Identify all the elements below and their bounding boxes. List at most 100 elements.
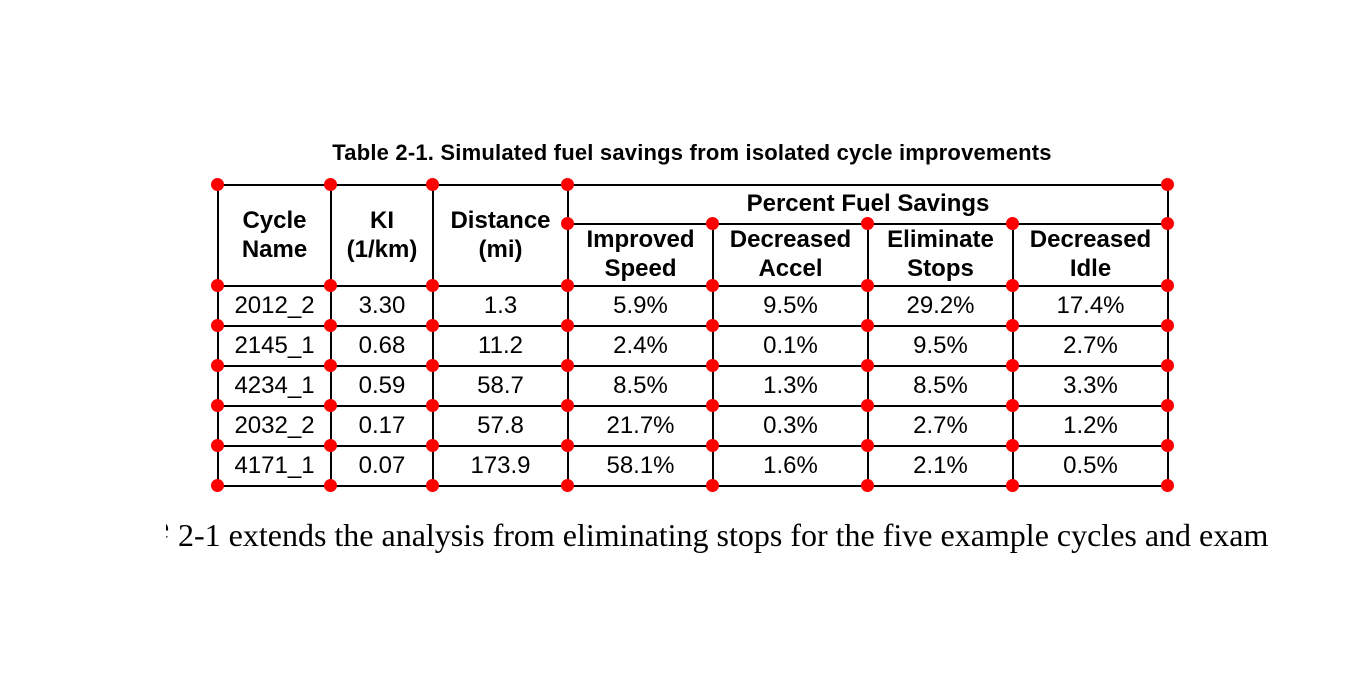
- cell-decreased-accel: 9.5%: [712, 285, 869, 327]
- annotation-dot: [1005, 438, 1019, 452]
- cell-decreased-idle: 17.4%: [1012, 285, 1169, 327]
- annotation-dot: [425, 478, 439, 492]
- annotation-dot: [705, 478, 719, 492]
- cell-decreased-idle: 0.5%: [1012, 445, 1169, 487]
- cell-decreased-accel: 0.3%: [712, 405, 869, 447]
- annotation-dot: [860, 318, 874, 332]
- cell-eliminate-stops: 2.7%: [867, 405, 1014, 447]
- annotation-dot: [1005, 398, 1019, 412]
- annotation-dot: [323, 438, 337, 452]
- cell-distance: 1.3: [432, 285, 569, 327]
- annotation-dot: [705, 216, 719, 230]
- annotation-dot: [1160, 398, 1174, 412]
- clipped-character-fragment: e: [166, 509, 171, 546]
- header-cell-cycle-name: Cycle Name: [217, 184, 332, 287]
- annotation-dot: [1005, 358, 1019, 372]
- annotation-dot: [860, 216, 874, 230]
- annotation-dot: [425, 278, 439, 292]
- cell-decreased-idle: 1.2%: [1012, 405, 1169, 447]
- annotation-dot: [705, 438, 719, 452]
- table-row: 2012_2 3.30 1.3 5.9% 9.5% 29.2% 17.4%: [217, 285, 1169, 327]
- cell-improved-speed: 5.9%: [567, 285, 714, 327]
- cell-cycle-name: 2012_2: [217, 285, 332, 327]
- annotation-dot: [705, 398, 719, 412]
- cell-eliminate-stops: 9.5%: [867, 325, 1014, 367]
- cell-eliminate-stops: 29.2%: [867, 285, 1014, 327]
- table-caption: Table 2-1. Simulated fuel savings from i…: [332, 140, 1052, 165]
- cell-distance: 11.2: [432, 325, 569, 367]
- header-cell-ki: KI (1/km): [330, 184, 434, 287]
- annotation-dot: [1005, 478, 1019, 492]
- annotation-dot: [425, 438, 439, 452]
- cell-ki: 0.07: [330, 445, 434, 487]
- cell-improved-speed: 58.1%: [567, 445, 714, 487]
- annotation-dot: [1160, 478, 1174, 492]
- cell-decreased-accel: 1.3%: [712, 365, 869, 407]
- annotation-dot: [860, 478, 874, 492]
- table-row: 2032_2 0.17 57.8 21.7% 0.3% 2.7% 1.2%: [217, 405, 1169, 447]
- cell-distance: 58.7: [432, 365, 569, 407]
- annotation-dot: [323, 358, 337, 372]
- annotation-dot: [1160, 358, 1174, 372]
- annotation-dot: [560, 216, 574, 230]
- cell-decreased-idle: 2.7%: [1012, 325, 1169, 367]
- annotation-dot: [560, 278, 574, 292]
- annotation-dot: [210, 177, 224, 191]
- cell-ki: 0.59: [330, 365, 434, 407]
- annotation-dot: [425, 318, 439, 332]
- annotation-dot: [560, 358, 574, 372]
- annotation-dot: [210, 438, 224, 452]
- cell-cycle-name: 2032_2: [217, 405, 332, 447]
- cell-cycle-name: 2145_1: [217, 325, 332, 367]
- table-header-row-1: Cycle Name KI (1/km) Distance (mi) Perce…: [217, 184, 1169, 287]
- annotation-dot: [210, 478, 224, 492]
- annotation-dot: [860, 278, 874, 292]
- annotation-dot: [1160, 216, 1174, 230]
- cell-cycle-name: 4171_1: [217, 445, 332, 487]
- annotation-dot: [860, 358, 874, 372]
- table-row: 4171_1 0.07 173.9 58.1% 1.6% 2.1% 0.5%: [217, 445, 1169, 487]
- header-cell-distance: Distance (mi): [432, 184, 569, 287]
- annotation-dot: [210, 398, 224, 412]
- annotation-dot: [425, 177, 439, 191]
- table-row: 4234_1 0.59 58.7 8.5% 1.3% 8.5% 3.3%: [217, 365, 1169, 407]
- annotation-dot: [323, 278, 337, 292]
- annotation-dot: [560, 318, 574, 332]
- annotation-dot: [860, 438, 874, 452]
- cell-distance: 173.9: [432, 445, 569, 487]
- header-cell-eliminate-stops: Eliminate Stops: [867, 223, 1014, 287]
- cell-ki: 3.30: [330, 285, 434, 327]
- header-cell-decreased-idle: Decreased Idle: [1012, 223, 1169, 287]
- cell-decreased-accel: 0.1%: [712, 325, 869, 367]
- annotation-dot: [1160, 318, 1174, 332]
- body-text: 2-1 extends the analysis from eliminatin…: [178, 517, 1269, 553]
- annotation-dot: [323, 318, 337, 332]
- annotation-dot: [210, 318, 224, 332]
- annotation-dot: [705, 358, 719, 372]
- annotation-dot: [1160, 177, 1174, 191]
- annotation-dot: [560, 177, 574, 191]
- cell-eliminate-stops: 8.5%: [867, 365, 1014, 407]
- annotation-dot: [860, 398, 874, 412]
- annotation-dot: [705, 278, 719, 292]
- body-text-line: e2-1 extends the analysis from eliminati…: [166, 509, 1268, 554]
- cell-distance: 57.8: [432, 405, 569, 447]
- annotation-dot: [560, 438, 574, 452]
- annotation-dot: [1005, 318, 1019, 332]
- annotation-dot: [1160, 278, 1174, 292]
- annotation-dot: [210, 278, 224, 292]
- annotation-dot: [705, 318, 719, 332]
- cell-improved-speed: 8.5%: [567, 365, 714, 407]
- annotation-dot: [210, 358, 224, 372]
- header-cell-improved-speed: Improved Speed: [567, 223, 714, 287]
- cell-improved-speed: 21.7%: [567, 405, 714, 447]
- table-header-row-2: Improved Speed Decreased Accel Eliminate…: [218, 223, 1169, 287]
- cell-decreased-accel: 1.6%: [712, 445, 869, 487]
- annotation-dot: [1005, 216, 1019, 230]
- annotation-dot: [560, 398, 574, 412]
- annotation-dot: [1160, 438, 1174, 452]
- annotation-dot: [323, 478, 337, 492]
- cell-ki: 0.17: [330, 405, 434, 447]
- cell-ki: 0.68: [330, 325, 434, 367]
